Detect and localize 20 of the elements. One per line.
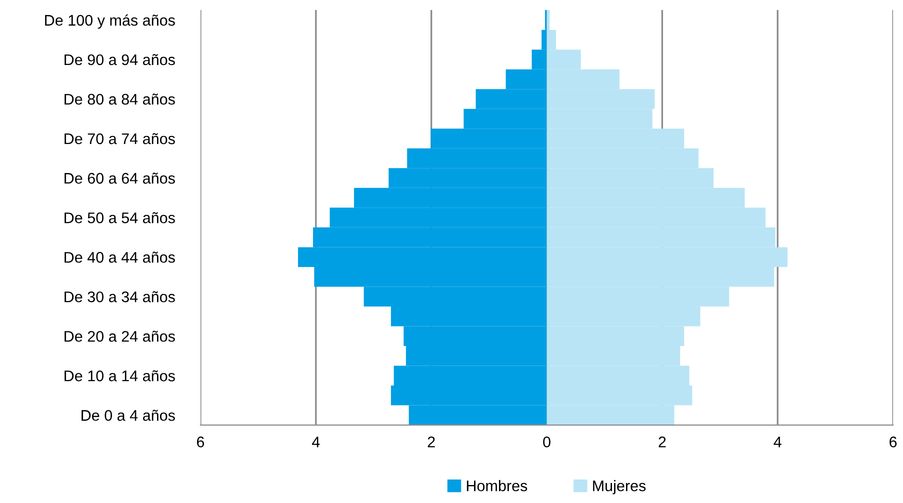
x-tick-label: 4 [774, 436, 782, 448]
x-tick-label: 6 [890, 436, 897, 448]
y-tick-label: De 20 a 24 años [64, 330, 175, 342]
y-tick-label: De 10 a 14 años [64, 370, 175, 382]
y-tick-label: De 30 a 34 años [64, 291, 175, 302]
y-tick-label: De 40 a 44 años [64, 252, 175, 263]
x-tick-label: 4 [312, 436, 320, 448]
y-tick-label: De 60 a 64 años [64, 172, 175, 184]
y-tick-label: De 50 a 54 años [64, 212, 175, 224]
legend-label: Hombres [466, 480, 528, 492]
legend-label: Mujeres [593, 480, 646, 494]
y-tick-label: De 100 y más años [45, 14, 175, 29]
x-tick-label: 2 [658, 436, 666, 448]
y-tick-label: De 80 a 84 años [64, 94, 175, 105]
x-tick-label: 6 [196, 436, 204, 448]
x-tick-label: 2 [428, 436, 435, 448]
y-tick-label: De 90 a 94 años [64, 54, 175, 66]
y-tick-label: De 0 a 4 años [82, 410, 175, 421]
x-tick-label: 0 [543, 436, 550, 448]
y-tick-label: De 70 a 74 años [64, 133, 175, 144]
